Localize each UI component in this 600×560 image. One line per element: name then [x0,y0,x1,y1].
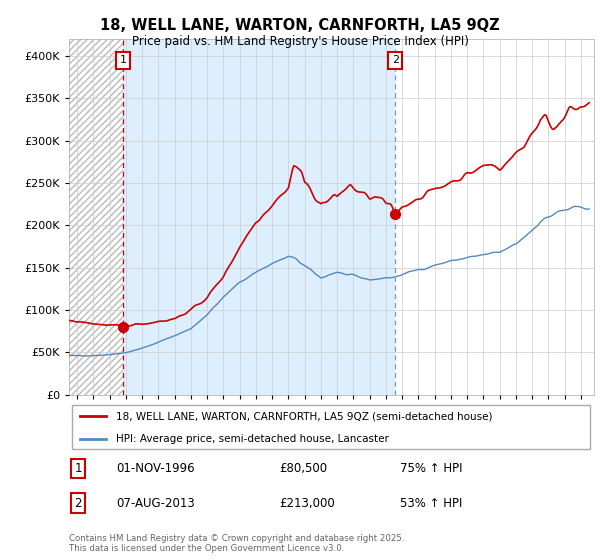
Text: £213,000: £213,000 [279,497,335,510]
Text: 2: 2 [74,497,82,510]
Text: £80,500: £80,500 [279,462,327,475]
Text: 07-AUG-2013: 07-AUG-2013 [116,497,195,510]
Text: 01-NOV-1996: 01-NOV-1996 [116,462,195,475]
Text: 2: 2 [392,55,399,66]
FancyBboxPatch shape [71,405,590,449]
Text: 75% ↑ HPI: 75% ↑ HPI [400,462,462,475]
Text: 1: 1 [119,55,127,66]
Text: 53% ↑ HPI: 53% ↑ HPI [400,497,462,510]
Text: HPI: Average price, semi-detached house, Lancaster: HPI: Average price, semi-detached house,… [116,434,389,444]
Text: 18, WELL LANE, WARTON, CARNFORTH, LA5 9QZ (semi-detached house): 18, WELL LANE, WARTON, CARNFORTH, LA5 9Q… [116,411,493,421]
Text: Contains HM Land Registry data © Crown copyright and database right 2025.
This d: Contains HM Land Registry data © Crown c… [69,534,404,553]
Bar [123,39,395,395]
Text: 1: 1 [74,462,82,475]
Text: Price paid vs. HM Land Registry's House Price Index (HPI): Price paid vs. HM Land Registry's House … [131,35,469,48]
Text: 18, WELL LANE, WARTON, CARNFORTH, LA5 9QZ: 18, WELL LANE, WARTON, CARNFORTH, LA5 9Q… [100,18,500,33]
